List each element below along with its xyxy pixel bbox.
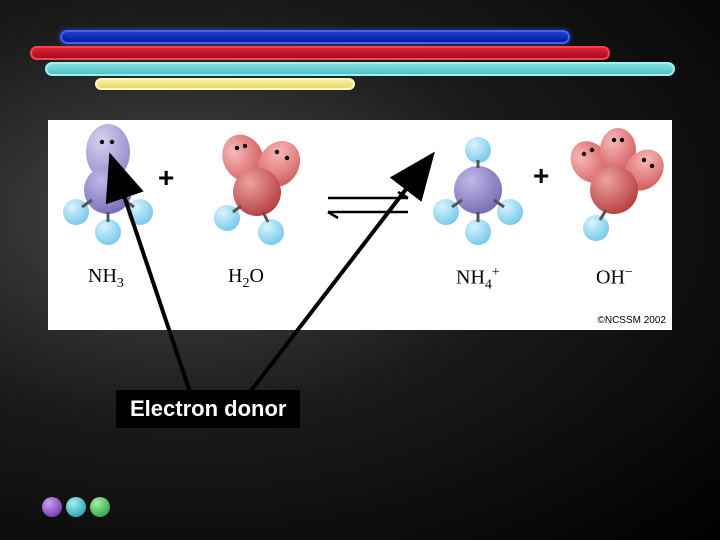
- dot-purple: [42, 497, 62, 517]
- callout-arrows: [0, 0, 720, 540]
- callout-electron-donor: Electron donor: [116, 390, 300, 428]
- dot-cyan: [66, 497, 86, 517]
- dot-green: [90, 497, 110, 517]
- corner-dots: [42, 497, 114, 522]
